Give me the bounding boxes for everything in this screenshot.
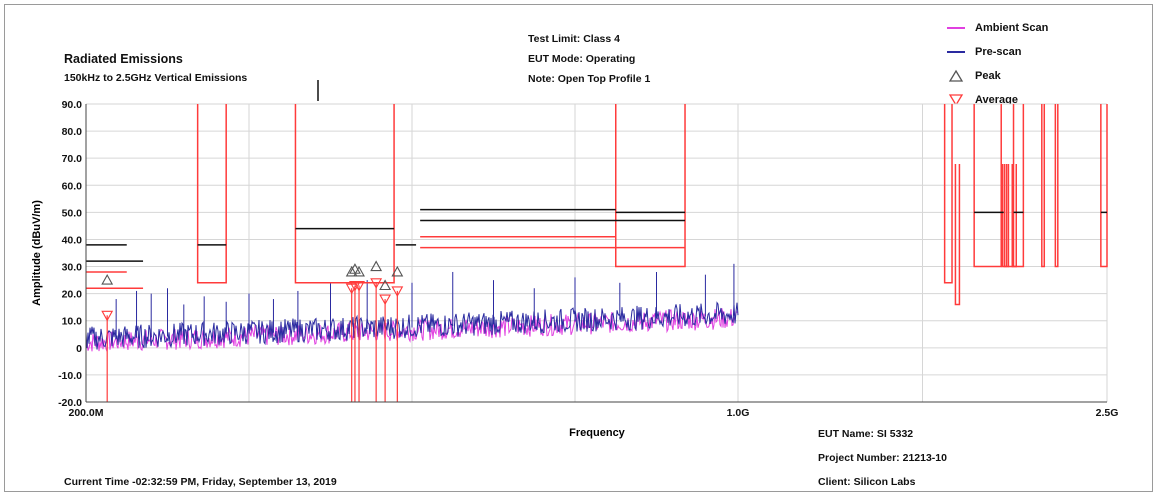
peak-marker [391,265,404,277]
average-limit-band [1100,104,1108,268]
legend-item: Average [945,90,1018,110]
legend-label: Peak [975,70,1001,82]
chart-subtitle: 150kHz to 2.5GHz Vertical Emissions [64,72,248,84]
eut-name-label: EUT Name: SI 5332 [818,428,914,440]
peak-marker [379,279,392,291]
pre-scan-trace [85,301,739,350]
average-limit-band [973,104,1002,268]
y-tick-label: 60.0 [62,180,83,192]
average-marker [101,310,114,322]
average-marker [370,278,383,289]
y-tick-label: -10.0 [58,370,82,382]
measurement-markers [101,260,404,402]
legend-item: Ambient Scan [945,18,1048,38]
noise-floor-traces [85,301,739,352]
peak-limit-lines [86,208,1107,262]
legend-item: Pre-scan [945,42,1021,62]
project-number-label: Project Number: 21213-10 [818,452,947,464]
legend-line-icon [945,45,967,59]
peak-marker [345,265,358,277]
legend-label: Average [975,94,1019,106]
x-tick-label: 1.0G [727,407,750,419]
legend-item: Peak [945,66,1001,86]
average-limit-band [1012,104,1025,268]
x-axis-label: Frequency [569,427,626,439]
y-tick-label: 30.0 [62,262,83,274]
average-limit-spike [954,164,961,306]
chart-title: Radiated Emissions [64,52,183,66]
average-limit-band [943,104,953,284]
test-limit-label: Test Limit: Class 4 [528,33,620,45]
peak-marker [370,260,383,272]
spur-peaks [115,263,735,339]
legend-label: Ambient Scan [975,22,1049,34]
legend-line-icon [945,21,967,35]
current-time-label: Current Time -02:32:59 PM, Friday, Septe… [64,476,337,488]
y-tick-label: 0 [76,343,82,355]
legend-label: Pre-scan [975,46,1022,58]
average-limit-lines [86,104,1108,306]
y-tick-label: 10.0 [62,316,83,328]
x-tick-label: 200.0M [68,407,103,419]
average-marker [391,286,404,298]
plot-area [86,104,1107,402]
average-marker [379,294,392,306]
triangle-down-icon [945,93,967,107]
y-tick-label: 90.0 [62,99,83,111]
peak-marker [353,265,365,277]
y-tick-label: 40.0 [62,234,83,246]
peak-marker [101,273,114,285]
y-tick-label: 50.0 [62,207,83,219]
y-tick-label: 80.0 [62,126,83,138]
note-label: Note: Open Top Profile 1 [528,73,651,85]
average-limit-spike [1011,164,1018,268]
y-tick-label: 70.0 [62,153,83,165]
triangle-up-icon [945,69,967,83]
chart-frame [4,4,1153,492]
average-limit-band [1054,104,1059,268]
average-limit-band [294,104,395,284]
average-limit-band [615,104,686,268]
eut-mode-label: EUT Mode: Operating [528,53,636,65]
x-tick-label: 2.5G [1096,407,1119,419]
y-tick-labels: 90.0 80.0 70.0 60.0 50.0 40.0 30.0 20.0 10.0 0 -10… [58,99,82,409]
y-tick-label: 20.0 [62,289,83,301]
y-tick-label: -20.0 [58,397,82,409]
average-limit-band [1041,104,1046,268]
y-axis-label: Amplitude (dBuV/m) [31,200,43,306]
average-marker [353,280,365,292]
client-label: Client: Silicon Labs [818,476,916,488]
average-limit-band [196,104,227,284]
x-tick-labels: 200.0M 1.0G 2.5G [68,407,1118,419]
